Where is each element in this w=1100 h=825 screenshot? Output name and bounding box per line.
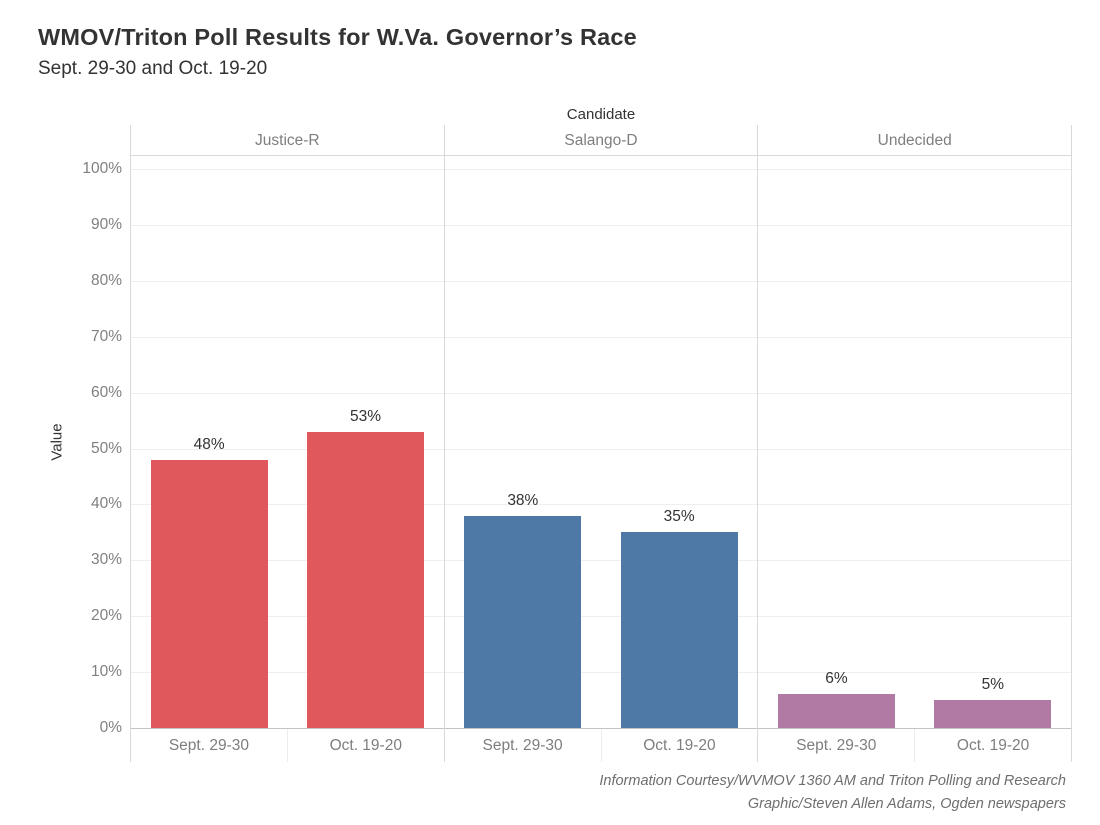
y-tick-label-40: 40%	[90, 495, 122, 513]
facet-header-salango-d: Salango-D	[444, 125, 758, 156]
gridline-90	[444, 224, 758, 226]
gridline-60	[444, 392, 758, 394]
bar-justice-r-sept-29-30[interactable]	[150, 459, 268, 728]
gridline-100	[131, 169, 444, 170]
gridline-20	[131, 616, 444, 618]
y-tick-label-70: 70%	[90, 327, 122, 345]
gridline-60	[758, 392, 1072, 394]
y-tick-label-80: 80%	[90, 271, 122, 289]
x-axis-undecided: Sept. 29-30 Oct. 19-20	[758, 729, 1071, 762]
gridline-70	[758, 336, 1072, 338]
x-tick-label-justice-r-sept-29-30: Sept. 29-30	[168, 737, 249, 754]
chart-subtitle: Sept. 29-30 and Oct. 19-20	[38, 58, 268, 79]
bar-salango-d-oct-19-20[interactable]	[620, 532, 738, 728]
gridline-40	[758, 504, 1072, 506]
bar-salango-d-sept-29-30[interactable]	[464, 515, 582, 728]
credit-line-2: Graphic/Steven Allen Adams, Ogden newspa…	[747, 796, 1066, 812]
gridline-50	[444, 448, 758, 450]
y-tick-label-20: 20%	[90, 607, 122, 625]
y-axis-tick-labels: 0% 10% 20% 30% 40% 50% 60% 70% 80% 90% 100%	[0, 0, 122, 825]
facet-plot-justice-r: 48% 53%	[131, 156, 444, 729]
bar-value-label-salango-d-oct-19-20: 35%	[663, 508, 695, 526]
gridline-90	[131, 224, 444, 226]
y-tick-label-50: 50%	[90, 439, 122, 457]
bar-value-label-justice-r-sept-29-30: 48%	[193, 435, 225, 453]
x-tick-label-undecided-sept-29-30: Sept. 29-30	[796, 737, 877, 754]
facet-panel-salango-d: Salango-D 38% 35% Sept. 29-30 Oct. 19-20	[443, 125, 758, 762]
gridline-70	[444, 336, 758, 338]
credits: Information Courtesy/WVMOV 1360 AM and T…	[599, 770, 1066, 816]
gridline-40	[131, 504, 444, 506]
facet-header-justice-r: Justice-R	[131, 125, 444, 156]
x-tick-label-salango-d-oct-19-20: Oct. 19-20	[600, 729, 758, 762]
credit-line-1: Information Courtesy/WVMOV 1360 AM and T…	[599, 773, 1066, 789]
x-axis-salango-d: Sept. 29-30 Oct. 19-20	[445, 729, 758, 762]
y-tick-label-60: 60%	[90, 383, 122, 401]
facet-axis-title: Candidate	[566, 106, 636, 123]
x-tick-label-undecided-oct-19-20: Oct. 19-20	[914, 729, 1071, 762]
y-tick-label-30: 30%	[90, 551, 122, 569]
gridline-80	[444, 280, 758, 282]
gridline-50	[131, 448, 444, 450]
gridline-60	[131, 392, 444, 394]
gridline-10	[758, 672, 1072, 674]
y-tick-label-100: 100%	[82, 160, 122, 177]
bar-value-label-undecided-oct-19-20: 5%	[981, 676, 1005, 694]
bar-undecided-oct-19-20[interactable]	[934, 700, 1052, 728]
facet-plot-salango-d: 38% 35%	[444, 156, 758, 729]
gridline-80	[131, 280, 444, 282]
gridline-20	[758, 616, 1072, 618]
gridline-100	[758, 169, 1072, 170]
facet-plot-undecided: 6% 5%	[758, 156, 1072, 729]
y-tick-label-90: 90%	[90, 215, 122, 233]
gridline-10	[131, 672, 444, 674]
gridline-30	[758, 560, 1072, 562]
facet-header-undecided: Undecided	[758, 125, 1072, 156]
y-tick-label-0: 0%	[99, 719, 122, 736]
facet-panel-undecided: Undecided 6% 5% Sept. 29-30 Oct. 19-20	[757, 125, 1072, 762]
bar-undecided-sept-29-30[interactable]	[777, 694, 896, 728]
bar-value-label-undecided-sept-29-30: 6%	[825, 670, 848, 688]
x-tick-label-justice-r-oct-19-20: Oct. 19-20	[286, 729, 444, 762]
gridline-30	[131, 560, 444, 562]
x-axis-justice-r: Sept. 29-30 Oct. 19-20	[131, 729, 444, 762]
gridline-70	[131, 336, 444, 338]
facet-panel-justice-r: Justice-R 48% 53% Sept. 29-30 Oct. 19-20	[131, 125, 444, 762]
bar-justice-r-oct-19-20[interactable]	[306, 431, 425, 728]
gridline-80	[758, 280, 1072, 282]
gridline-40	[444, 504, 758, 506]
gridline-100	[444, 169, 758, 170]
chart-title: WMOV/Triton Poll Results for W.Va. Gover…	[38, 24, 637, 50]
gridline-30	[444, 560, 758, 562]
plot-area: Justice-R 48% 53% Sept. 29-30 Oct. 19-20 Sala…	[130, 125, 1072, 762]
gridline-10	[444, 672, 758, 674]
gridline-20	[444, 616, 758, 618]
gridline-90	[758, 224, 1072, 226]
bar-value-label-salango-d-sept-29-30: 38%	[507, 491, 539, 509]
x-tick-label-salango-d-sept-29-30: Sept. 29-30	[482, 737, 563, 754]
y-tick-label-10: 10%	[90, 663, 122, 681]
gridline-50	[758, 448, 1072, 450]
bar-value-label-justice-r-oct-19-20: 53%	[349, 407, 381, 425]
